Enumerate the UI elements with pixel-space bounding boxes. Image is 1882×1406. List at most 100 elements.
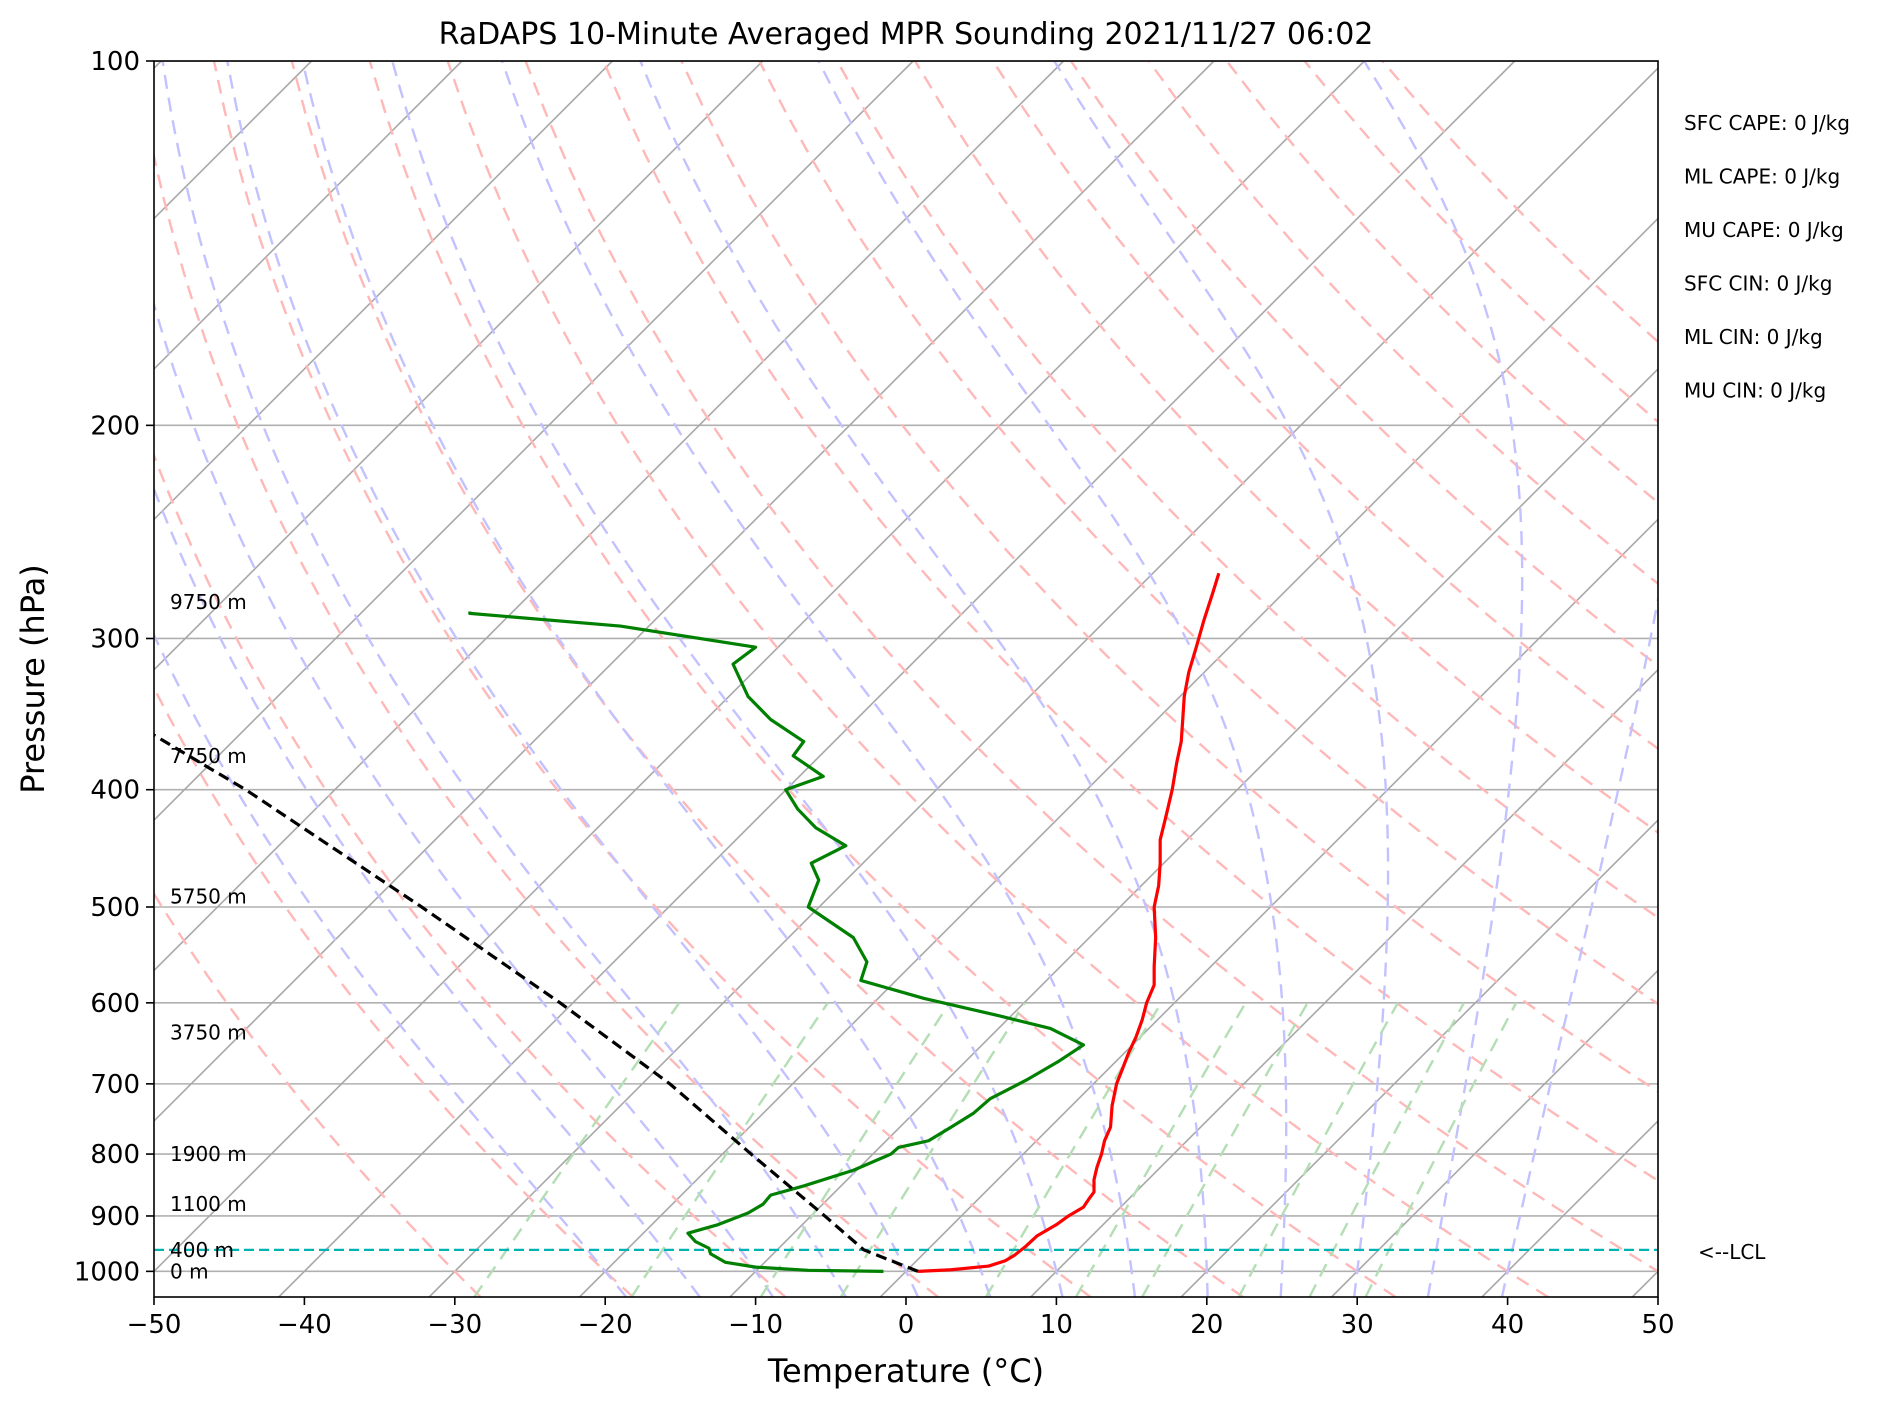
isotherm-line	[154, 61, 463, 371]
x-tick-label: 10	[1040, 1310, 1073, 1340]
height-label: 1100 m	[170, 1192, 247, 1216]
dry-adiabat-line	[602, 61, 1658, 1183]
stat-line: SFC CIN: 0 J/kg	[1684, 272, 1832, 296]
mixing-ratio-line	[1237, 1002, 1399, 1297]
isotherm-line	[0, 61, 11, 1297]
x-tick-label: 50	[1641, 1310, 1674, 1340]
mixing-ratio-line	[1074, 1002, 1247, 1297]
isotherm-line	[154, 61, 914, 822]
dry-adiabat-line	[1069, 61, 1658, 668]
x-tick-label: −10	[728, 1310, 783, 1340]
moist-adiabat-line	[154, 632, 628, 1297]
plot-frame	[153, 60, 1659, 1298]
isotherm-line	[1180, 819, 1658, 1297]
mixing-ratio-line	[473, 1002, 681, 1297]
isotherm-line	[154, 61, 613, 521]
x-tick-label: −30	[427, 1310, 482, 1340]
moist-adiabat-line	[161, 61, 847, 1297]
y-tick-label: 1000	[74, 1257, 140, 1287]
moist-adiabat-line	[154, 299, 774, 1297]
x-tick-label: 0	[898, 1310, 915, 1340]
dewpoint-profile-line	[468, 611, 1086, 1273]
isotherm-line	[154, 61, 1065, 972]
mixing-ratio-line	[1364, 1002, 1518, 1297]
dry-adiabat-line	[1303, 61, 1658, 424]
dry-adiabat-line	[154, 150, 939, 1297]
isotherm-line	[729, 367, 1658, 1297]
moist-adiabat-line	[154, 485, 701, 1297]
sounding-profiles	[154, 572, 1221, 1273]
isotherm-line	[154, 61, 1215, 1123]
y-tick-label: 100	[90, 47, 140, 77]
stat-line: MU CAPE: 0 J/kg	[1684, 218, 1844, 242]
y-tick-label: 300	[90, 624, 140, 654]
dry-adiabat-line	[836, 61, 1658, 920]
x-tick-label: 40	[1491, 1310, 1524, 1340]
height-label: 9750 m	[170, 590, 247, 614]
dry-adiabat-line	[212, 61, 1092, 1297]
x-tick-label: 20	[1190, 1310, 1223, 1340]
isotherm-line	[1030, 668, 1658, 1297]
isotherm-line	[578, 217, 1658, 1297]
mixing-ratio-line	[630, 1002, 829, 1297]
mixing-ratio-line	[984, 1002, 1163, 1297]
y-tick-label: 700	[90, 1070, 140, 1100]
parcel-path-line	[154, 733, 919, 1273]
y-tick-label: 500	[90, 893, 140, 923]
mixing-ratio-line	[1308, 1002, 1465, 1297]
y-tick-label: 800	[90, 1140, 140, 1170]
lcl-label: <--LCL	[1698, 1240, 1766, 1264]
moist-adiabat-line	[226, 61, 920, 1297]
dry-adiabat-line	[368, 61, 1397, 1297]
isotherm-line	[879, 518, 1658, 1297]
height-label: 7750 m	[170, 744, 247, 768]
isotherm-line	[1481, 1119, 1658, 1297]
temperature-profile-line	[917, 572, 1221, 1273]
y-tick-label: 900	[90, 1202, 140, 1232]
mixing-ratio-line	[759, 1002, 951, 1297]
stat-line: MU CIN: 0 J/kg	[1684, 379, 1826, 403]
x-tick-label: 30	[1341, 1310, 1374, 1340]
y-axis-label: Pressure (hPa)	[14, 564, 52, 794]
height-label: 0 m	[170, 1259, 209, 1283]
height-label: 5750 m	[170, 884, 247, 908]
isotherm-line	[428, 67, 1658, 1297]
isotherm-line	[1330, 969, 1658, 1297]
y-axis: 100 200 300 400 500 600 700 800 900 1000	[74, 47, 154, 1287]
stats-panel: SFC CAPE: 0 J/kg ML CAPE: 0 J/kg MU CAPE: …	[1684, 111, 1850, 403]
dry-adiabat-line	[154, 685, 634, 1297]
dry-adiabat-line	[524, 61, 1658, 1273]
height-label: 400 m	[170, 1238, 234, 1262]
y-tick-label: 400	[90, 776, 140, 806]
stat-line: SFC CAPE: 0 J/kg	[1684, 111, 1850, 135]
isotherm-line	[278, 61, 1516, 1297]
x-tick-label: −20	[578, 1310, 633, 1340]
x-axis: −50 −40 −30 −20 −10 0 10 20 30 40 50	[127, 1297, 1675, 1340]
moist-adiabat-line	[301, 61, 992, 1297]
moist-adiabat-line	[501, 61, 1137, 1297]
stat-line: ML CIN: 0 J/kg	[1684, 325, 1823, 349]
x-tick-label: −50	[127, 1310, 182, 1340]
dry-adiabat-line	[1147, 61, 1658, 586]
isotherm-line	[154, 61, 764, 671]
moist-adiabat-line	[817, 61, 1288, 1297]
mixing-ratio-line	[1141, 1002, 1309, 1297]
dry-adiabat-line	[991, 61, 1658, 751]
y-tick-label: 200	[90, 411, 140, 441]
moist-adiabat-line	[1053, 61, 1390, 1297]
moist-adiabat-line	[1363, 61, 1524, 1297]
background-reference-lines	[0, 61, 1658, 1297]
dry-adiabat-line	[914, 61, 1658, 835]
chart-title: RaDAPS 10-Minute Averaged MPR Sounding 2…	[439, 17, 1374, 52]
dry-adiabat-line	[154, 452, 787, 1297]
y-tick-label: 600	[90, 989, 140, 1019]
height-label: 1900 m	[170, 1142, 247, 1166]
dry-adiabat-line	[446, 61, 1549, 1297]
x-tick-label: −40	[277, 1310, 332, 1340]
dry-adiabat-line	[154, 891, 482, 1297]
height-label: 3750 m	[170, 1021, 247, 1045]
isotherm-line	[154, 61, 1365, 1273]
x-axis-label: Temperature (°C)	[767, 1352, 1044, 1390]
